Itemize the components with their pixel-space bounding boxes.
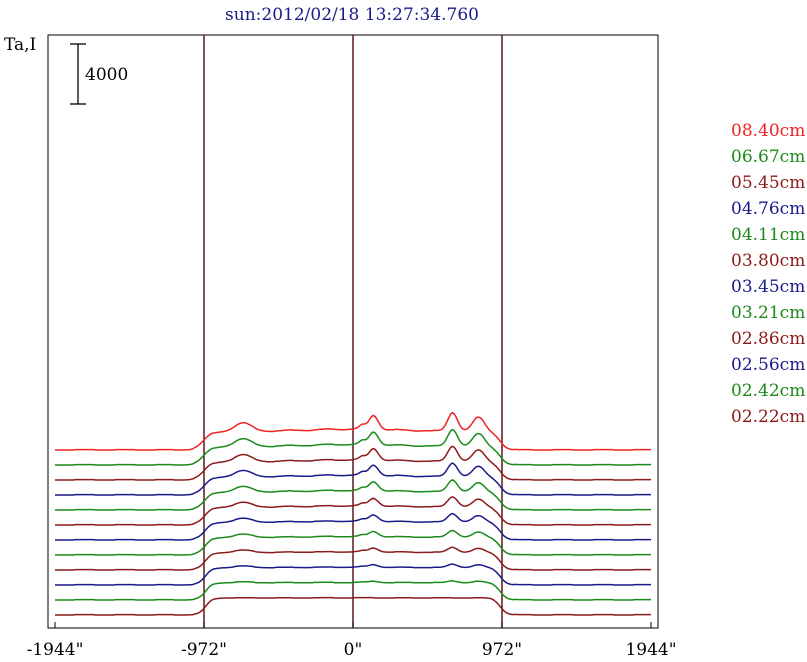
- legend-entry: 08.40cm: [731, 121, 805, 141]
- series-line-02.86cm: [55, 546, 651, 571]
- series-line-02.42cm: [55, 580, 651, 601]
- legend-entry: 03.45cm: [731, 277, 805, 297]
- x-tick-label: 1944": [625, 640, 676, 660]
- x-tick-label: 972": [482, 640, 522, 660]
- series-line-02.22cm: [55, 596, 651, 616]
- legend-entry: 05.45cm: [731, 173, 805, 193]
- chart-title: sun:2012/02/18 13:27:34.760: [225, 5, 479, 25]
- legend-entry: 04.11cm: [731, 225, 805, 245]
- legend-entry: 02.86cm: [731, 329, 805, 349]
- legend-entry: 06.67cm: [731, 147, 805, 167]
- scale-bar: 4000: [70, 43, 128, 105]
- series-line-04.76cm: [55, 462, 651, 496]
- x-tick-label: 0": [344, 640, 363, 660]
- scale-bar-label: 4000: [85, 65, 128, 85]
- legend-entry: 04.76cm: [731, 199, 805, 219]
- series-line-08.40cm: [55, 411, 651, 451]
- y-axis-label: Ta,I: [4, 35, 36, 55]
- series-line-03.21cm: [55, 529, 651, 556]
- legend-entry: 02.56cm: [731, 355, 805, 375]
- x-tick-label: -972": [181, 640, 227, 660]
- legend-entry: 03.80cm: [731, 251, 805, 271]
- legend-entry: 03.21cm: [731, 303, 805, 323]
- series-line-03.45cm: [55, 512, 651, 541]
- series-line-03.80cm: [55, 495, 651, 526]
- series-line-04.11cm: [55, 479, 651, 511]
- series-line-05.45cm: [55, 445, 651, 481]
- legend-entry: 02.42cm: [731, 381, 805, 401]
- series-line-06.67cm: [55, 428, 651, 466]
- x-tick-label: -1944": [27, 640, 84, 660]
- series-line-02.56cm: [55, 563, 651, 586]
- legend-entry: 02.22cm: [731, 407, 805, 427]
